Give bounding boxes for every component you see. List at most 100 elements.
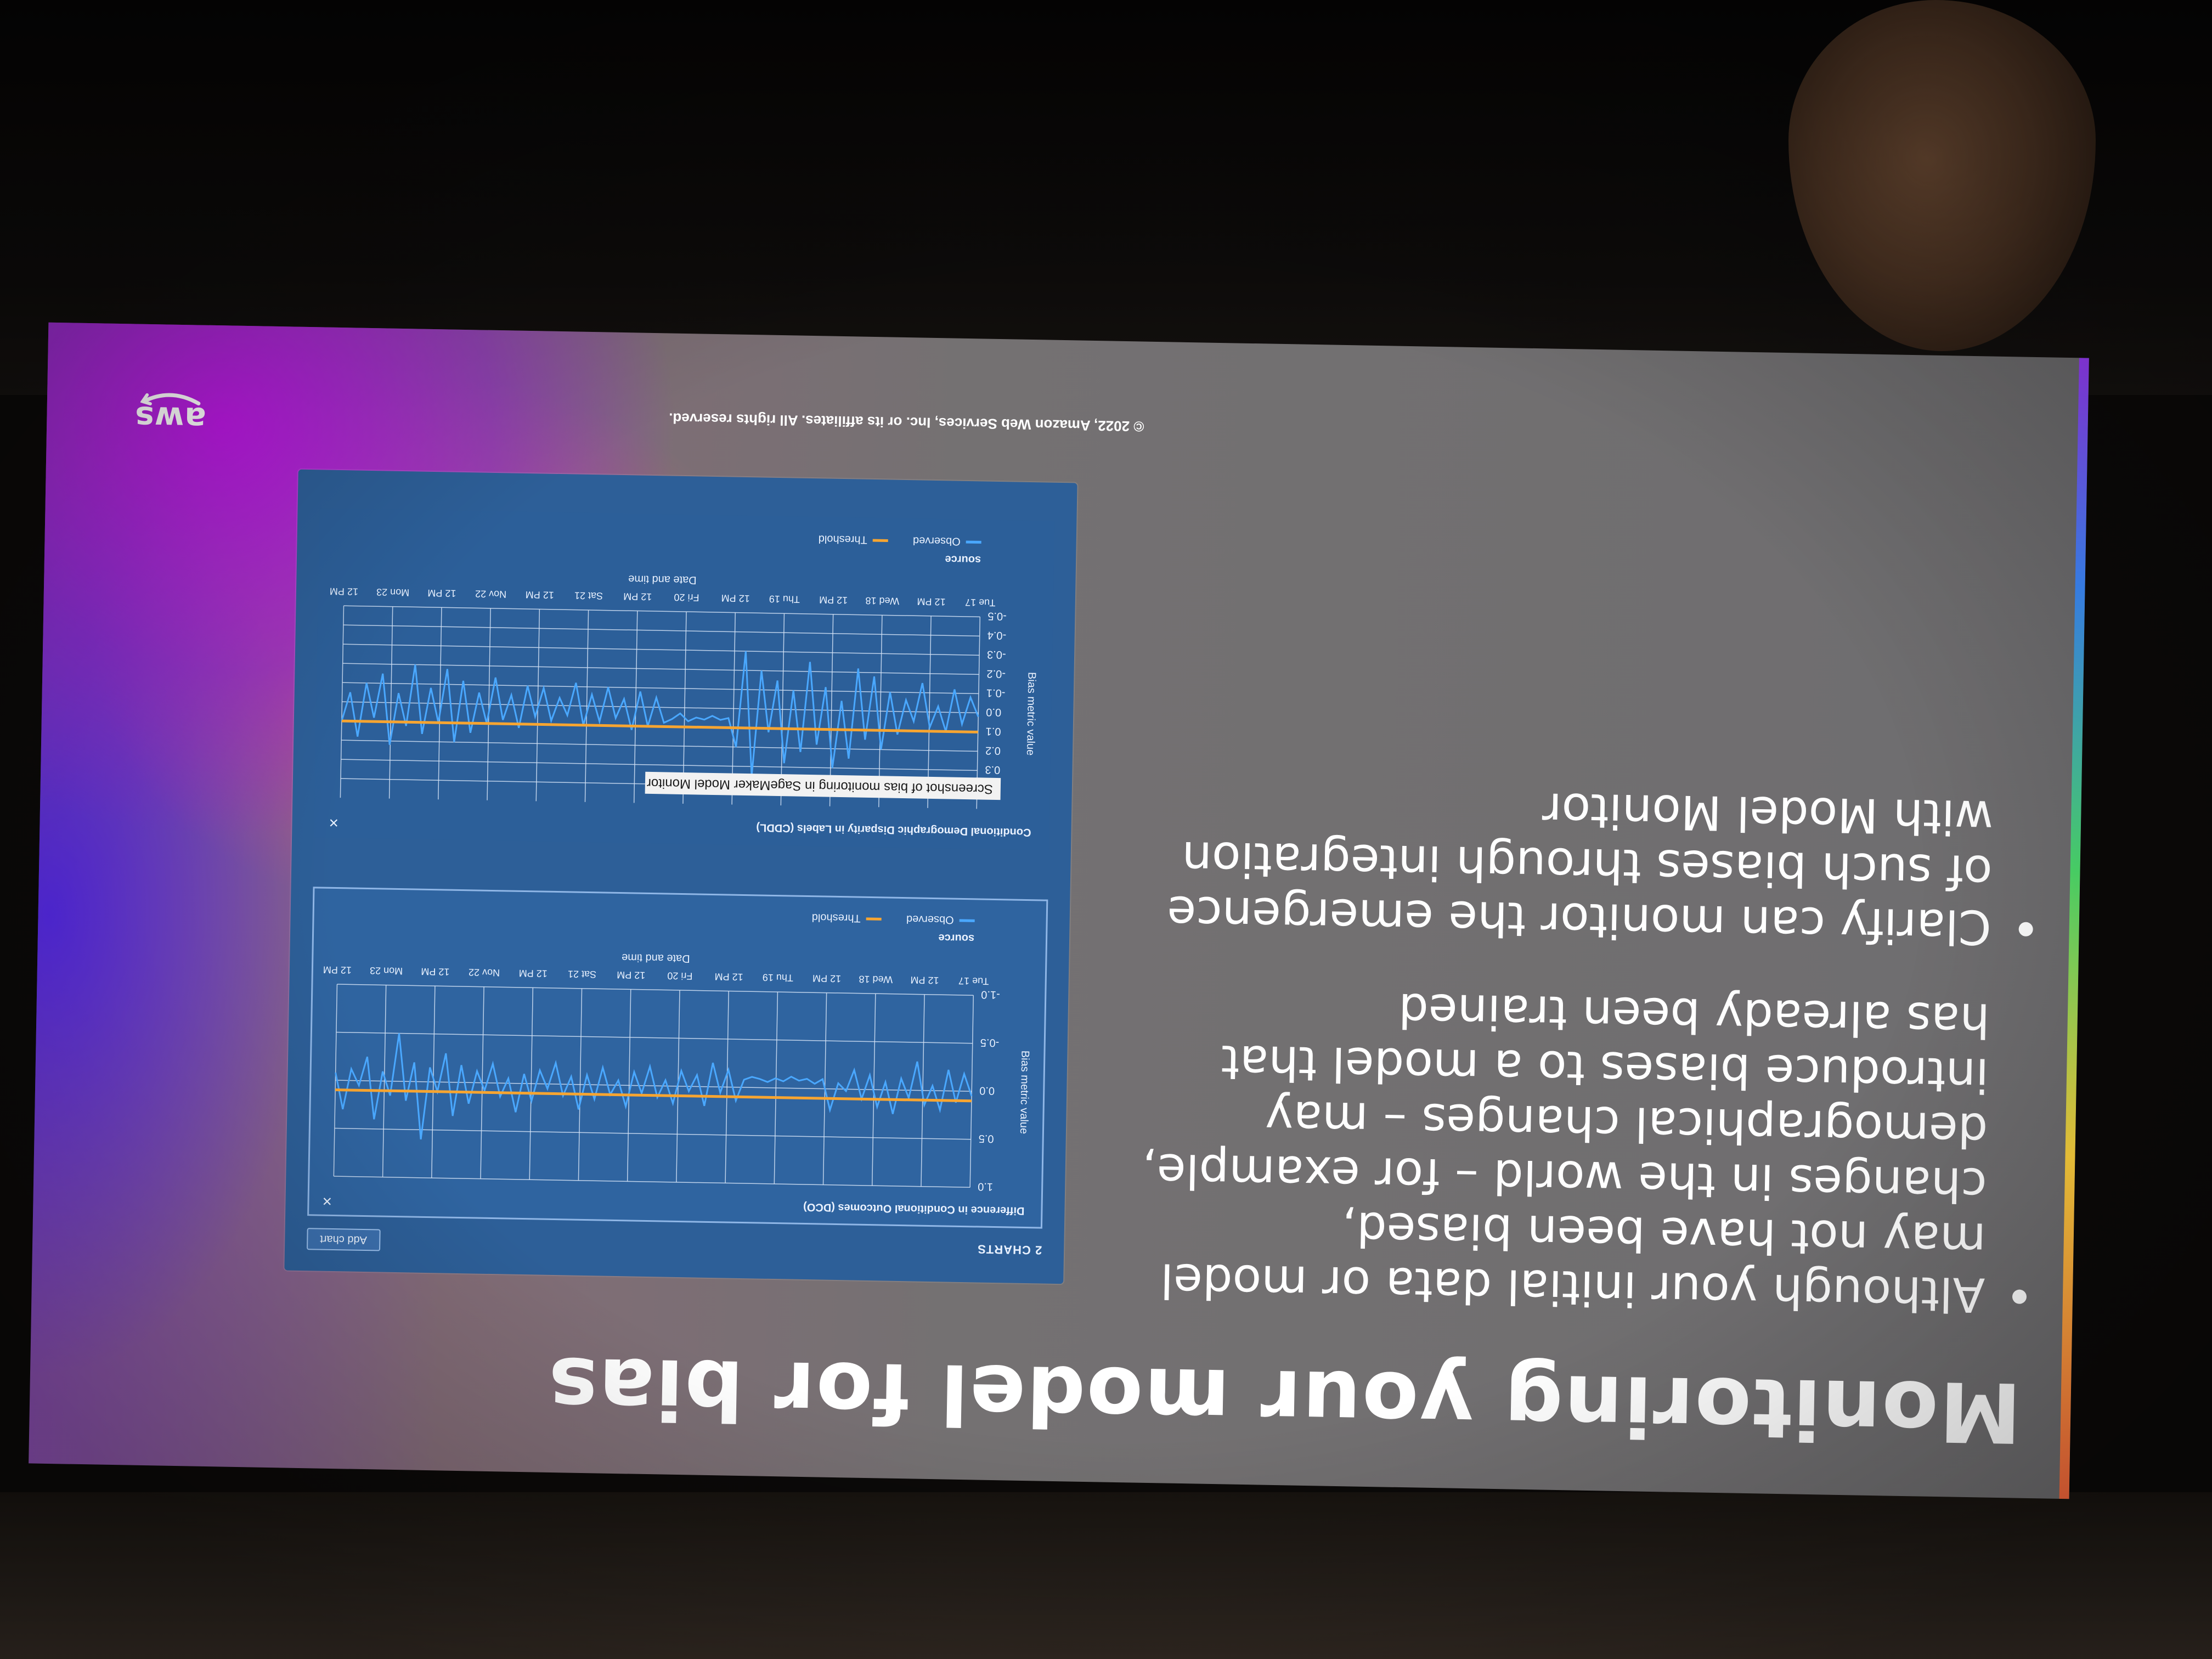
x-tick-label: Thu 19 — [769, 594, 800, 605]
slide-edge-stripe — [2059, 358, 2089, 1499]
copyright-notice: © 2022, Amazon Web Services, Inc. or its… — [668, 410, 1144, 435]
x-tick-label: 12 PM — [812, 973, 841, 984]
bullet-text: Although your initial data or model may … — [1141, 982, 1990, 1322]
room-background-bottom — [0, 1492, 2212, 1659]
y-gridline — [334, 1127, 971, 1140]
x-tick-label: Sat 21 — [574, 590, 603, 602]
threshold-line — [341, 719, 978, 733]
x-gridline — [382, 985, 387, 1177]
y-tick-label: 0.3 — [985, 764, 1000, 776]
bullet-list: Although your initial data or model may … — [1128, 736, 2044, 1323]
charts-count-label: 2 CHARTS — [977, 1242, 1042, 1257]
observed-series-line — [335, 1033, 973, 1139]
x-tick-label: 12 PM — [330, 586, 358, 597]
x-gridline — [774, 992, 778, 1184]
y-tick-label: -0.3 — [987, 648, 1006, 661]
y-tick-label: 0.0 — [979, 1085, 995, 1097]
x-gridline — [333, 984, 338, 1177]
y-tick-label: 0.0 — [986, 706, 1001, 718]
x-tick-label: 12 PM — [421, 966, 449, 978]
y-gridline — [342, 682, 979, 695]
x-gridline — [976, 617, 981, 809]
bullet-dot-icon — [2018, 922, 2033, 936]
x-tick-label: 12 PM — [519, 968, 548, 979]
slide-title: Monitoring your model for bias — [546, 1338, 2022, 1460]
legend-title: source — [938, 932, 974, 944]
y-gridline — [343, 605, 980, 618]
chart-card-dco: Difference in Conditional Outcomes (DCO)… — [307, 887, 1048, 1229]
x-gridline — [487, 608, 491, 800]
x-tick-label: Nov 22 — [469, 967, 500, 978]
x-tick-label: 12 PM — [427, 588, 456, 599]
x-gridline — [780, 613, 785, 806]
x-tick-label: 12 PM — [526, 589, 554, 601]
y-gridline — [334, 1176, 970, 1188]
x-tick-label: 12 PM — [323, 964, 352, 976]
x-tick-label: Sat 21 — [568, 968, 596, 980]
y-tick-label: -0.5 — [988, 610, 1007, 623]
x-gridline — [927, 616, 932, 808]
bullet-item: Although your initial data or model may … — [1128, 978, 2039, 1323]
y-axis-label: Bias metric value — [1018, 1051, 1031, 1135]
observed-series-line — [341, 651, 979, 776]
y-tick-label: -0.5 — [980, 1036, 1000, 1049]
bullet-item: Clarify can monitor the emergence of suc… — [1135, 775, 2043, 955]
y-gridline — [343, 644, 980, 656]
y-gridline — [336, 1031, 973, 1044]
audience-head — [1788, 0, 2096, 351]
y-tick-label: 0.5 — [979, 1132, 994, 1144]
x-gridline — [725, 991, 729, 1183]
x-tick-label: 12 PM — [910, 974, 939, 986]
x-gridline — [578, 988, 583, 1181]
y-tick-label: -0.4 — [988, 629, 1007, 642]
legend-title: source — [945, 553, 981, 566]
y-gridline — [342, 663, 979, 675]
legend-item-label: Observed — [913, 534, 961, 548]
y-tick-label: 1.0 — [978, 1180, 993, 1192]
x-tick-label: Nov 22 — [475, 588, 506, 600]
x-gridline — [969, 995, 974, 1188]
x-tick-label: 12 PM — [617, 969, 645, 981]
x-tick-label: 12 PM — [623, 591, 652, 602]
y-gridline — [341, 759, 978, 771]
y-tick-label: 0.1 — [986, 725, 1001, 737]
y-tick-label: -0.1 — [986, 687, 1006, 699]
y-tick-label: 0.2 — [985, 744, 1001, 757]
y-gridline — [337, 984, 974, 996]
presentation-slide: Monitoring your model for bias Although … — [29, 322, 2089, 1499]
x-tick-label: Thu 19 — [763, 972, 793, 984]
add-chart-button[interactable]: Add chart — [307, 1228, 381, 1251]
x-tick-label: Mon 23 — [376, 586, 409, 598]
x-gridline — [731, 612, 736, 805]
legend-item-label: Threshold — [819, 533, 867, 546]
x-tick-label: 12 PM — [721, 592, 750, 604]
x-tick-label: Mon 23 — [370, 965, 403, 977]
x-gridline — [529, 988, 534, 1180]
bias-monitoring-dashboard: 2 CHARTS Add chart Difference in Conditi… — [284, 469, 1077, 1284]
x-gridline — [829, 614, 834, 806]
chart-card-cddl: Conditional Demographic Disparity in Lab… — [314, 508, 1055, 850]
x-tick-label: 12 PM — [714, 971, 743, 983]
bullet-dot-icon — [2012, 1289, 2027, 1304]
dashboard-header: 2 CHARTS Add chart — [307, 1221, 1042, 1267]
x-tick-label: Fri 20 — [667, 970, 692, 982]
threshold-line — [335, 1088, 972, 1103]
x-gridline — [340, 606, 345, 798]
y-gridline — [343, 624, 980, 637]
projection-screen: Monitoring your model for bias Although … — [29, 322, 2089, 1499]
x-tick-label: Wed 18 — [865, 595, 899, 607]
y-tick-label: -0.2 — [986, 668, 1006, 680]
legend-item-label: Observed — [906, 913, 954, 926]
bullet-text: Clarify can monitor the emergence of suc… — [1166, 782, 1994, 955]
x-tick-label: 12 PM — [917, 596, 945, 607]
x-tick-label: Fri 20 — [674, 592, 699, 603]
x-gridline — [388, 606, 393, 799]
x-gridline — [438, 607, 442, 800]
y-gridline — [341, 740, 978, 752]
x-gridline — [431, 986, 436, 1178]
y-tick-label: -1.0 — [981, 989, 1000, 1001]
x-gridline — [682, 612, 687, 804]
x-tick-label: Tue 17 — [965, 597, 996, 608]
x-gridline — [584, 610, 589, 802]
x-gridline — [627, 989, 631, 1182]
